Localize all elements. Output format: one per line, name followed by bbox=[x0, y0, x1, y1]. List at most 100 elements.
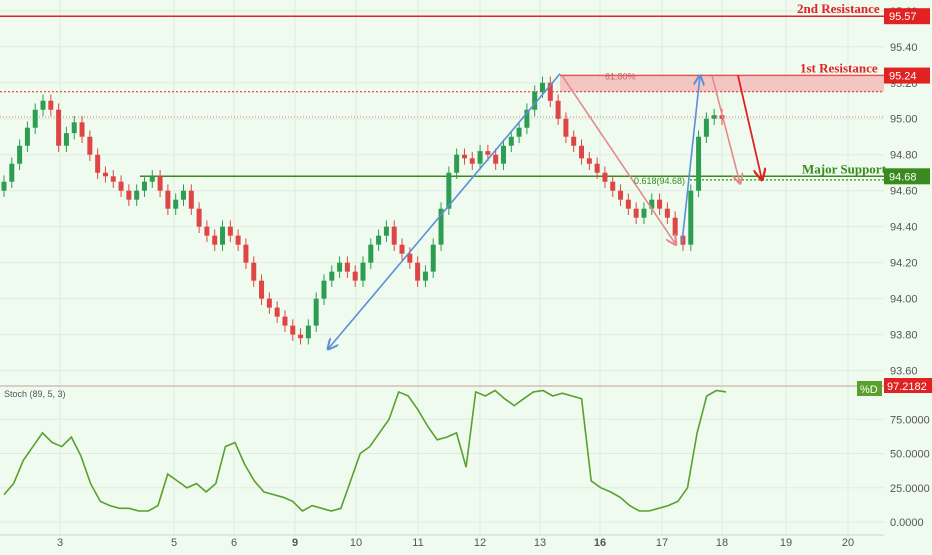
candle-body bbox=[594, 163, 600, 173]
candle-body bbox=[485, 151, 491, 155]
candle-body bbox=[212, 235, 218, 245]
level-value-text: 94.68 bbox=[889, 171, 917, 183]
candle-body bbox=[251, 262, 257, 281]
candle-body bbox=[188, 190, 194, 209]
y-tick-label: 94.00 bbox=[890, 294, 918, 306]
candle-body bbox=[461, 154, 467, 159]
candle-body bbox=[618, 190, 624, 200]
candle-body bbox=[40, 100, 46, 110]
candle-body bbox=[56, 109, 62, 146]
level-value-text: 95.24 bbox=[889, 71, 917, 83]
candle-body bbox=[149, 176, 155, 182]
resistance-zone-rect bbox=[560, 75, 884, 92]
candle-body bbox=[493, 154, 499, 164]
candle-body bbox=[282, 316, 288, 326]
projection-arrow bbox=[711, 75, 740, 184]
candle-body bbox=[399, 244, 405, 254]
candle-body bbox=[204, 226, 210, 236]
y-tick-label: 94.20 bbox=[890, 258, 918, 270]
pattern-arrows bbox=[328, 73, 762, 349]
y-tick-label: 93.80 bbox=[890, 330, 918, 342]
candle-body bbox=[235, 235, 241, 245]
candle-body bbox=[141, 181, 147, 191]
stoch-series-name: %D bbox=[860, 384, 878, 396]
stoch-tick-label: 25.0000 bbox=[890, 483, 930, 495]
candle-body bbox=[446, 172, 452, 209]
candles bbox=[1, 76, 725, 345]
candle-body bbox=[508, 136, 514, 146]
candle-body bbox=[633, 208, 639, 218]
y-tick-label: 94.80 bbox=[890, 150, 918, 162]
candle-body bbox=[9, 163, 15, 182]
level-value-text: 95.57 bbox=[889, 11, 917, 23]
candle-body bbox=[313, 298, 319, 326]
candle-body bbox=[227, 226, 233, 236]
candle-body bbox=[664, 208, 670, 218]
candle-body bbox=[571, 136, 577, 146]
candle-body bbox=[24, 127, 30, 146]
candle-body bbox=[477, 151, 483, 164]
x-tick-label: 12 bbox=[474, 537, 486, 549]
candle-body bbox=[415, 262, 421, 281]
candle-body bbox=[649, 199, 655, 209]
candle-body bbox=[79, 122, 85, 137]
candle-body bbox=[438, 208, 444, 245]
candle-body bbox=[696, 136, 702, 191]
y-tick-label: 94.60 bbox=[890, 186, 918, 198]
x-tick-label: 17 bbox=[656, 537, 668, 549]
candle-body bbox=[532, 91, 538, 110]
candle-body bbox=[274, 307, 280, 317]
candle-body bbox=[516, 127, 522, 137]
bullish-leg-arrow bbox=[328, 73, 561, 349]
level-value-flag bbox=[884, 8, 930, 25]
fib-annotation: 0.618(94.68) bbox=[634, 176, 685, 186]
candle-body bbox=[181, 190, 186, 200]
price-axis-area bbox=[884, 0, 932, 550]
level-lines bbox=[0, 15, 884, 178]
x-tick-label: 10 bbox=[350, 537, 362, 549]
candle-body bbox=[500, 145, 506, 164]
level-value-flag bbox=[884, 168, 930, 185]
stoch-series-badge bbox=[857, 381, 882, 396]
candle-body bbox=[540, 82, 545, 92]
candle-body bbox=[711, 115, 717, 119]
candle-body bbox=[610, 181, 616, 191]
candle-body bbox=[579, 145, 585, 159]
x-tick-label: 5 bbox=[171, 537, 177, 549]
candle-body bbox=[17, 145, 23, 164]
candle-body bbox=[48, 100, 54, 110]
candle-body bbox=[321, 280, 327, 299]
candle-body bbox=[118, 181, 124, 191]
resistance-zone bbox=[0, 75, 884, 181]
labels: 2nd Resistance 95.57 1st Resistance 95.24 Ma… bbox=[4, 1, 932, 399]
candle-body bbox=[259, 280, 265, 299]
stoch-value-text: 97.2182 bbox=[887, 381, 927, 393]
x-tick-label: 18 bbox=[716, 537, 728, 549]
candle-body bbox=[547, 82, 553, 101]
candle-body bbox=[555, 100, 561, 119]
candle-body bbox=[688, 190, 694, 245]
y-tick-label: 95.00 bbox=[890, 114, 918, 126]
candle-body bbox=[407, 253, 413, 263]
x-tick-label: 6 bbox=[231, 537, 237, 549]
stoch-tick-label: 75.0000 bbox=[890, 414, 930, 426]
candle-body bbox=[298, 334, 304, 339]
x-tick-label: 3 bbox=[57, 537, 63, 549]
stoch-tick-label: 0.0000 bbox=[890, 517, 924, 529]
candle-body bbox=[87, 136, 93, 155]
candle-body bbox=[430, 244, 436, 272]
candle-body bbox=[337, 262, 343, 272]
candle-body bbox=[469, 158, 475, 164]
candle-body bbox=[641, 208, 647, 218]
candle-body bbox=[657, 199, 663, 209]
candle-body bbox=[196, 208, 202, 227]
bullish-leg-arrow-2 bbox=[681, 76, 700, 243]
stoch-panel bbox=[0, 385, 884, 512]
candle-body bbox=[173, 199, 179, 209]
stoch-value-flag bbox=[884, 378, 932, 393]
candle-body bbox=[243, 244, 249, 263]
x-tick-label: 13 bbox=[534, 537, 546, 549]
